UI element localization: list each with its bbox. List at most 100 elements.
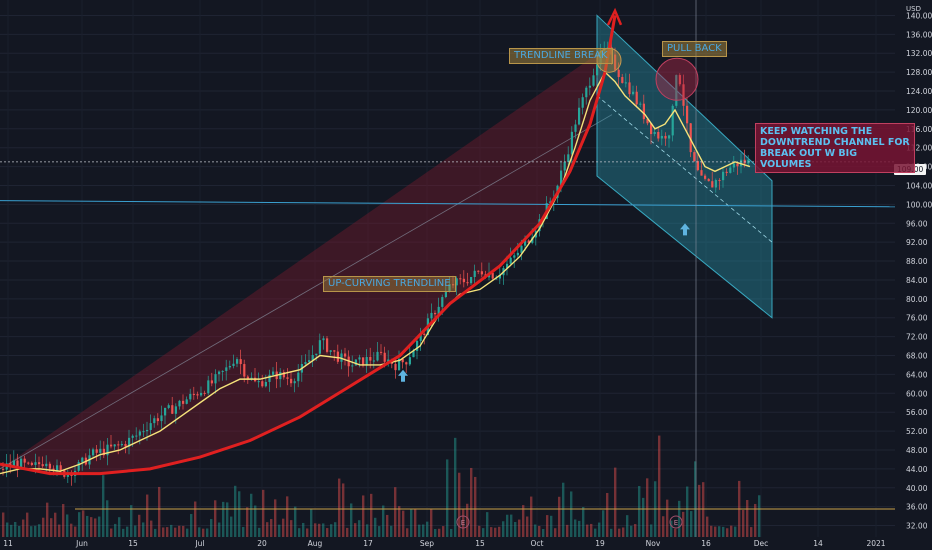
- candle-body: [369, 356, 372, 361]
- volume-bar: [494, 527, 497, 537]
- volume-bar: [306, 528, 309, 537]
- volume-bar: [538, 525, 541, 537]
- volume-bar: [218, 522, 221, 537]
- candle-body: [444, 291, 447, 298]
- candle-body: [524, 240, 527, 246]
- keep-watching-note[interactable]: KEEP WATCHING THE DOWNTREND CHANNEL FOR …: [755, 123, 915, 173]
- candle-body: [452, 284, 455, 286]
- volume-bar: [158, 486, 161, 537]
- volume-bar: [50, 518, 53, 537]
- volume-bar: [394, 487, 397, 537]
- volume-bar: [178, 525, 181, 537]
- volume-bar: [38, 524, 41, 537]
- volume-bar: [82, 510, 85, 537]
- candle-body: [686, 105, 689, 124]
- candle-body: [9, 463, 12, 466]
- volume-bar: [222, 501, 225, 537]
- candle-body: [617, 69, 620, 78]
- candle-body: [441, 297, 444, 307]
- candle-body: [358, 357, 361, 360]
- volume-bar: [646, 478, 649, 537]
- candle-body: [592, 75, 595, 86]
- volume-bar: [142, 522, 145, 537]
- volume-bar: [138, 514, 141, 537]
- candle-body: [516, 252, 519, 256]
- candle-body: [16, 460, 19, 468]
- time-axis[interactable]: 11 Jun 15 Jul 20 Aug 17 Sep 15 Oct 19 Nov 16 Dec 14 202…: [0, 537, 932, 550]
- candle-body: [336, 351, 339, 362]
- candle-body: [128, 437, 131, 447]
- candle-body: [560, 170, 563, 186]
- candle-body: [628, 82, 631, 95]
- candle-body: [387, 359, 390, 362]
- volume-bar: [726, 528, 729, 537]
- event-marker: [456, 515, 470, 529]
- price-tick-label: 44.00: [906, 465, 928, 474]
- candle-body: [405, 362, 408, 365]
- candle-body: [196, 394, 199, 396]
- volume-bar: [346, 527, 349, 537]
- volume-bar: [514, 521, 517, 537]
- volume-bar: [582, 507, 585, 537]
- candle-body: [311, 355, 314, 361]
- volume-bar: [666, 499, 669, 537]
- candle-body: [696, 161, 699, 171]
- price-tick-label: 64.00: [906, 370, 928, 379]
- volume-bar: [342, 483, 345, 537]
- candle-body: [23, 458, 26, 463]
- volume-bar: [454, 437, 457, 537]
- candle-body: [477, 270, 480, 272]
- candle-body: [434, 312, 437, 315]
- volume-bar: [590, 523, 593, 537]
- candle-body: [326, 338, 329, 352]
- volume-bar: [366, 524, 369, 537]
- volume-bar: [550, 515, 553, 537]
- candle-body: [174, 406, 177, 414]
- candle-body: [740, 159, 743, 167]
- price-tick-label: 136.00: [906, 30, 932, 39]
- volume-bar: [370, 493, 373, 537]
- candle-body: [308, 360, 311, 363]
- candle-body: [689, 123, 692, 153]
- volume-bar: [626, 515, 629, 537]
- up-curving-trendline-note[interactable]: UP-CURVING TRENDLINE: [323, 276, 456, 292]
- candle-body: [401, 358, 404, 363]
- price-tick-label: 112.00: [906, 144, 932, 153]
- candle-body: [351, 365, 354, 367]
- up-curving-trendline: [0, 15, 617, 476]
- volume-bar: [186, 528, 189, 537]
- volume-bar: [174, 527, 177, 537]
- volume-bar: [326, 528, 329, 537]
- volume-bar: [26, 512, 29, 537]
- volume-bar: [298, 528, 301, 537]
- volume-bar: [98, 516, 101, 537]
- candle-body: [704, 175, 707, 179]
- candle-body: [160, 415, 163, 422]
- volume-bar: [678, 500, 681, 537]
- volume-bar: [402, 510, 405, 537]
- price-tick-label: 124.00: [906, 87, 932, 96]
- volume-bar: [714, 526, 717, 537]
- pull-back-note[interactable]: PULL BACK: [662, 41, 727, 57]
- volume-bar: [6, 522, 9, 537]
- candle-body: [164, 407, 167, 416]
- trend-fan-area: [0, 48, 605, 474]
- volume-bar: [206, 528, 209, 537]
- candle-body: [192, 393, 195, 395]
- candle-body: [56, 465, 59, 471]
- volume-bar: [146, 494, 149, 537]
- volume-bar: [418, 524, 421, 537]
- price-tick-label: 68.00: [906, 352, 928, 361]
- price-axis[interactable]: 140.00 136.00 132.00 128.00 124.00 120.00 116.…: [895, 0, 932, 550]
- indicator-lines: [0, 0, 896, 537]
- time-tick-label: 15: [128, 539, 138, 548]
- candle-body: [228, 366, 231, 368]
- volume-bar: [482, 528, 485, 537]
- volume-bar: [510, 514, 513, 537]
- volume-bar: [614, 467, 617, 537]
- candle-body: [473, 270, 476, 277]
- volume-bar: [302, 522, 305, 537]
- grid: [0, 14, 895, 527]
- trendline-break-note[interactable]: TRENDLINE BREAK: [509, 48, 613, 64]
